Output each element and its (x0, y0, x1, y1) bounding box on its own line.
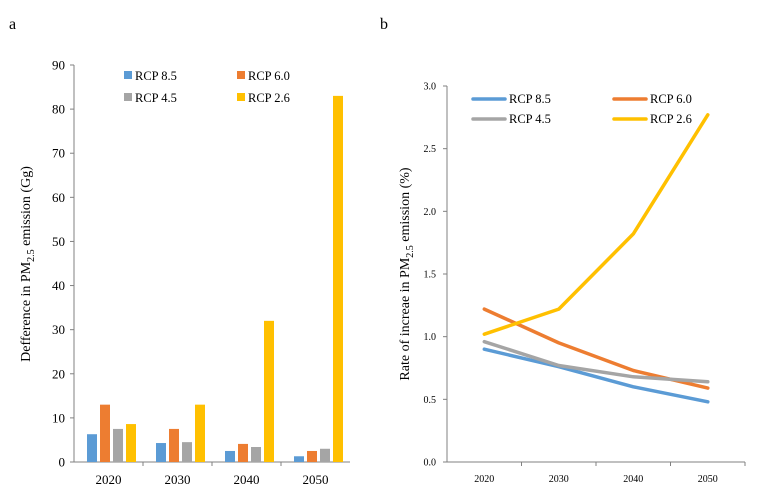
bar-rcp-4-5-2020 (113, 428, 123, 462)
bar-rcp-6-0-2030 (169, 428, 179, 462)
x-tick-label-a: 2040 (234, 472, 260, 487)
series-line-rcp-2-6 (482, 113, 710, 336)
y-tick-label-a: 60 (52, 190, 65, 205)
y-tick-label-b: 2.0 (424, 207, 437, 218)
ylabel-b: Rate of increae in PM2.5 emission (%) (398, 167, 416, 380)
legend-swatch-a (124, 71, 132, 79)
y-tick-label-a: 0 (59, 455, 66, 470)
bar-rcp-4-5-2050 (320, 448, 330, 462)
y-tick-label-a: 30 (52, 322, 65, 337)
x-tick-label-a: 2030 (165, 472, 191, 487)
x-tick-label-a: 2050 (303, 472, 329, 487)
x-tick-label-b: 2030 (549, 474, 569, 485)
legend-label-b: RCP 4.5 (509, 112, 551, 126)
y-tick-label-b: 2.5 (424, 144, 437, 155)
ylabel-a: Defference in PM2.5 emission (Gg) (19, 166, 37, 362)
bar-rcp-2-6-2040 (264, 320, 274, 462)
panel-label-b: b (380, 16, 388, 33)
bar-rcp-6-0-2040 (238, 443, 248, 462)
legend-label-b: RCP 2.6 (650, 112, 692, 126)
bar-rcp-6-0-2020 (100, 404, 110, 462)
bar-rcp-8-5-2040 (225, 450, 235, 462)
bar-rcp-4-5-2030 (182, 442, 192, 462)
panel-label-a: a (9, 16, 16, 33)
y-tick-label-a: 50 (52, 234, 65, 249)
x-tick-label-a: 2020 (96, 472, 122, 487)
bar-rcp-8-5-2030 (156, 443, 166, 462)
legend-label-a: RCP 4.5 (135, 91, 177, 105)
bar-rcp-8-5-2050 (294, 456, 304, 462)
y-tick-label-b: 3.0 (424, 82, 437, 93)
series-line-rcp-4-5 (482, 339, 710, 384)
y-tick-label-b: 0.5 (424, 395, 437, 406)
x-tick-label-b: 2040 (623, 474, 643, 485)
y-tick-label-b: 0.0 (424, 458, 437, 469)
x-tick-label-b: 2020 (474, 474, 494, 485)
legend-swatch-a (124, 93, 132, 101)
legend-label-b: RCP 8.5 (509, 92, 551, 106)
bar-rcp-2-6-2050 (333, 95, 343, 462)
bar-rcp-2-6-2030 (195, 404, 205, 462)
y-tick-label-a: 70 (52, 146, 65, 161)
bar-rcp-6-0-2050 (307, 450, 317, 462)
y-tick-label-b: 1.0 (424, 332, 437, 343)
bar-rcp-8-5-2020 (87, 434, 97, 462)
legend-label-a: RCP 2.6 (248, 91, 290, 105)
legend-label-a: RCP 8.5 (135, 69, 177, 83)
y-tick-label-a: 90 (52, 58, 65, 73)
x-tick-label-b: 2050 (698, 474, 718, 485)
legend-label-b: RCP 6.0 (650, 92, 692, 106)
bar-rcp-2-6-2020 (126, 424, 136, 462)
bar-rcp-4-5-2040 (251, 447, 261, 462)
y-tick-label-b: 1.5 (424, 270, 437, 281)
y-tick-label-a: 10 (52, 410, 65, 425)
y-tick-label-a: 20 (52, 366, 65, 381)
y-tick-label-a: 80 (52, 102, 65, 117)
series-line-rcp-8-5 (482, 347, 710, 404)
legend-swatch-a (237, 71, 245, 79)
y-tick-label-a: 40 (52, 278, 65, 293)
legend-swatch-a (237, 93, 245, 101)
line-chart-panel-b: 0.0 0.5 1.0 1.5 2.0 2.5 3.0 2020 2030 2040 2050 RCP… (424, 82, 746, 485)
legend-label-a: RCP 6.0 (248, 69, 290, 83)
